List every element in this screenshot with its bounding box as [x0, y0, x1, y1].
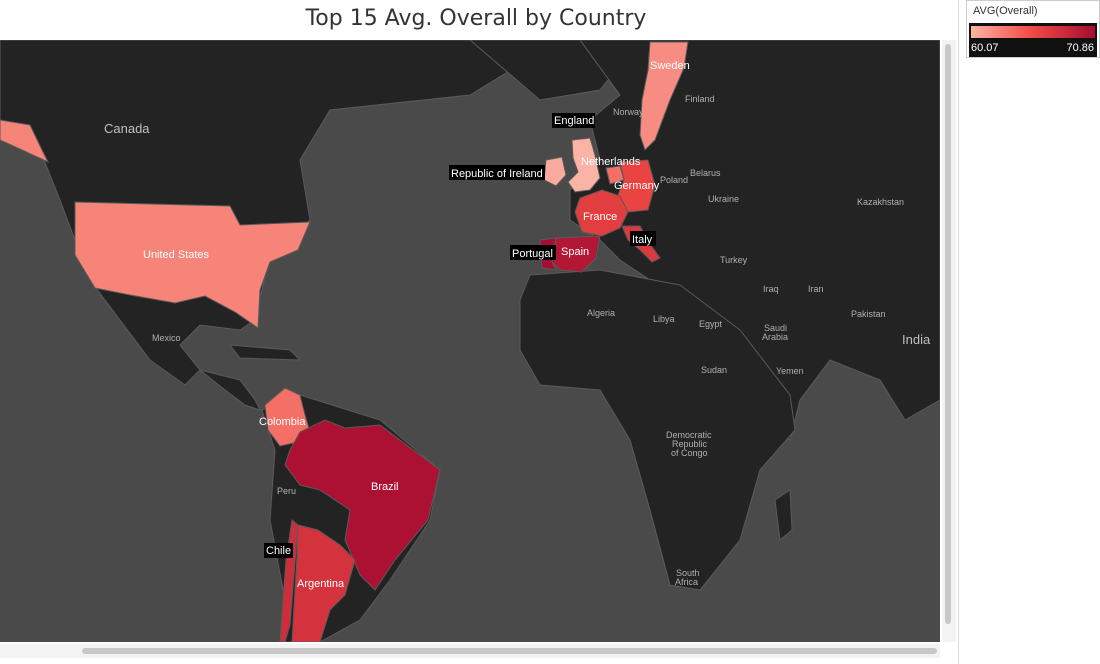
label-sweden: Sweden [650, 60, 690, 72]
label-netherlands: Netherlands [581, 156, 641, 168]
label-france: France [583, 211, 617, 223]
vertical-scroll-thumb[interactable] [945, 44, 951, 624]
label-box-england [552, 113, 595, 128]
label-box-chile [264, 543, 293, 558]
bg-label-kazakhstan: Kazakhstan [857, 197, 904, 207]
bg-label-peru: Peru [277, 486, 296, 496]
bg-label-poland: Poland [660, 175, 688, 185]
legend-gradient [971, 26, 1095, 38]
country-france[interactable] [574, 189, 629, 237]
country-england[interactable] [567, 137, 601, 193]
label-box-ireland [449, 165, 545, 180]
label-spain: Spain [561, 246, 589, 258]
bg-label-yemen: Yemen [776, 366, 804, 376]
bg-label-finland: Finland [685, 94, 715, 104]
country-brazil[interactable] [284, 419, 441, 591]
label-box-portugal [510, 245, 556, 260]
bg-label-mexico: Mexico [152, 333, 181, 343]
legend-min: 60.07 [971, 42, 999, 54]
label-ireland: Republic of Ireland [451, 168, 543, 180]
bg-label-libya: Libya [653, 314, 675, 324]
vertical-scrollbar[interactable] [942, 40, 956, 642]
label-box-italy [630, 231, 656, 246]
bg-label-south: South [676, 568, 700, 578]
land-north-america [0, 40, 561, 386]
label-italy: Italy [632, 234, 653, 246]
label-portugal: Portugal [512, 248, 553, 260]
legend-scale: 60.07 70.86 [969, 23, 1097, 57]
bg-label-canada: Canada [104, 121, 150, 136]
label-chile: Chile [266, 545, 291, 557]
label-colombia: Colombia [259, 416, 306, 428]
land-caribbean [228, 344, 302, 361]
legend-max: 70.86 [1066, 42, 1094, 54]
map-canvas[interactable]: Canada Norway Finland Poland Belarus Ukr… [0, 40, 940, 642]
color-legend[interactable]: AVG(Overall) 60.07 70.86 [966, 0, 1100, 58]
country-chile[interactable] [279, 519, 299, 642]
country-germany[interactable] [617, 159, 656, 213]
bg-label-democratic: Democratic [666, 430, 712, 440]
country-alaska[interactable] [0, 119, 50, 164]
label-germany: Germany [614, 180, 660, 192]
bg-label-iran: Iran [808, 284, 824, 294]
country-united-states[interactable] [74, 201, 311, 329]
bg-label-india: India [902, 332, 931, 347]
bg-label-arabia: Arabia [762, 332, 788, 342]
bg-label-turkey: Turkey [720, 255, 748, 265]
country-sweden[interactable] [639, 41, 689, 151]
label-argentina: Argentina [297, 578, 345, 590]
bg-label-belarus: Belarus [690, 168, 721, 178]
label-england: England [554, 115, 594, 127]
country-ireland[interactable] [543, 156, 567, 187]
bg-label-norway: Norway [613, 107, 644, 117]
horizontal-scroll-thumb[interactable] [82, 648, 937, 654]
label-united-states: United States [143, 249, 210, 261]
bg-label-saudi: Saudi [764, 323, 787, 333]
land-madagascar [774, 489, 793, 541]
land-africa [519, 269, 796, 591]
bg-label-africa: Africa [675, 577, 698, 587]
bg-label-egypt: Egypt [699, 319, 723, 329]
bg-label-republic: Republic [672, 439, 708, 449]
bg-label-ukraine: Ukraine [708, 194, 739, 204]
legend-title: AVG(Overall) [973, 5, 1038, 17]
horizontal-scrollbar[interactable] [0, 644, 940, 658]
country-argentina[interactable] [291, 524, 356, 642]
world-map[interactable]: Canada Norway Finland Poland Belarus Ukr… [0, 40, 940, 642]
bg-label-pakistan: Pakistan [851, 309, 886, 319]
panel-divider [958, 0, 959, 664]
chart-title: Top 15 Avg. Overall by Country [305, 6, 647, 31]
land-central-america [199, 369, 261, 411]
bg-label-of-congo: of Congo [671, 448, 708, 458]
label-brazil: Brazil [371, 481, 399, 493]
bg-label-iraq: Iraq [763, 284, 779, 294]
bg-label-sudan: Sudan [701, 365, 727, 375]
bg-label-algeria: Algeria [587, 308, 615, 318]
